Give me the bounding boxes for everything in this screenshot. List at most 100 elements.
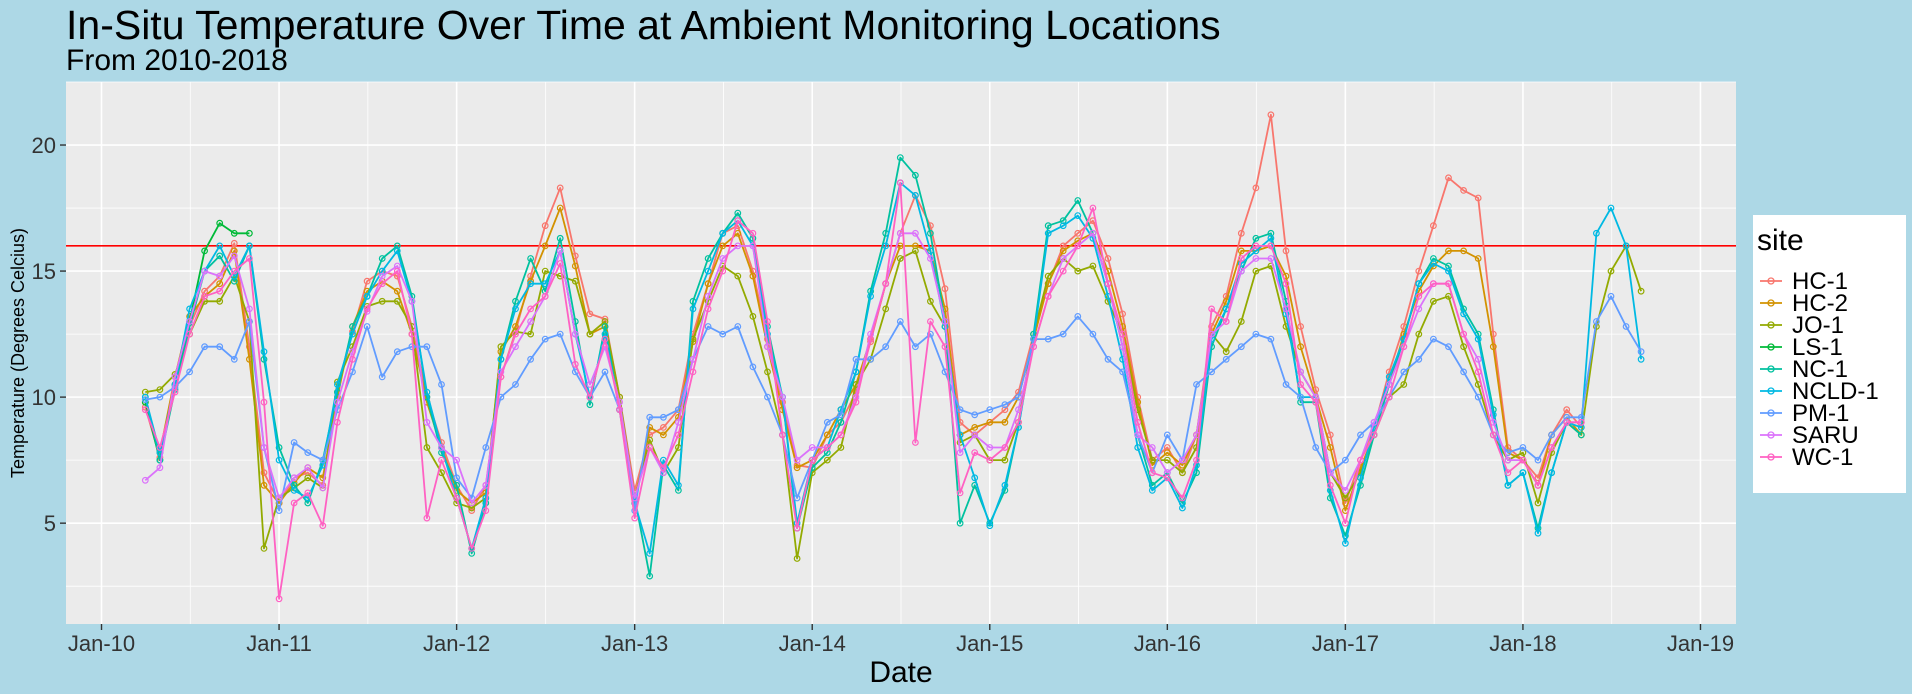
x-axis-label: Date: [869, 656, 932, 689]
data-point: [1637, 348, 1645, 356]
data-point: [260, 348, 268, 356]
data-point: [201, 247, 209, 255]
data-point: [927, 330, 934, 338]
data-point: [1415, 330, 1423, 338]
data-point: [1237, 255, 1245, 262]
data-point: [1208, 305, 1215, 313]
data-point: [1312, 444, 1320, 451]
data-point: [734, 229, 742, 237]
data-point: [571, 262, 579, 270]
data-point: [1489, 343, 1497, 351]
legend-key-point: [1767, 409, 1775, 417]
data-point: [1074, 212, 1082, 220]
data-point: [1267, 242, 1275, 250]
data-point: [1534, 481, 1542, 489]
data-point: [1030, 343, 1037, 351]
data-point: [245, 242, 253, 250]
x-tick-label: Jan-10: [68, 631, 135, 656]
data-point: [1326, 444, 1334, 451]
data-point: [896, 179, 904, 187]
data-point: [438, 381, 445, 388]
data-point: [956, 489, 964, 497]
data-point: [201, 267, 209, 275]
legend-item: LS-1: [1760, 334, 1843, 361]
data-point: [956, 449, 964, 457]
data-point: [1119, 368, 1126, 376]
data-point: [541, 222, 549, 230]
data-point: [1592, 229, 1600, 237]
series-line: [145, 295, 1642, 512]
data-point: [1474, 194, 1482, 202]
y-tick-label: 5: [44, 511, 56, 536]
data-point: [319, 522, 327, 530]
data-point: [186, 318, 194, 325]
data-point: [719, 242, 727, 250]
data-point: [1267, 255, 1275, 262]
data-point: [1237, 229, 1245, 237]
data-point: [378, 267, 386, 275]
data-point: [378, 373, 386, 381]
data-point: [1074, 197, 1082, 204]
data-point: [201, 292, 209, 300]
data-point: [927, 247, 934, 255]
data-point: [482, 444, 490, 451]
data-point: [1415, 280, 1423, 288]
data-point: [1178, 494, 1186, 502]
data-point: [1534, 456, 1542, 464]
data-point: [512, 297, 519, 305]
data-point: [941, 343, 949, 351]
data-point: [216, 219, 224, 227]
data-point: [571, 360, 579, 368]
chart-title: In-Situ Temperature Over Time at Ambient…: [66, 2, 1221, 48]
data-point: [941, 285, 949, 293]
data-point: [1474, 393, 1482, 401]
data-point: [408, 297, 416, 305]
x-tick-label: Jan-18: [1489, 631, 1556, 656]
data-point: [1460, 310, 1467, 318]
data-point: [541, 267, 549, 275]
data-point: [230, 247, 238, 255]
data-point: [275, 456, 283, 464]
legend-label: NC-1: [1792, 356, 1848, 383]
data-point: [1429, 335, 1437, 343]
data-point: [986, 418, 994, 426]
legend-key-point: [1767, 387, 1775, 395]
x-tick-label: Jan-16: [1134, 631, 1201, 656]
data-point: [453, 481, 461, 489]
data-point: [527, 255, 534, 262]
data-point: [749, 229, 757, 237]
data-point: [1267, 111, 1275, 119]
x-tick-label: Jan-12: [423, 631, 490, 656]
data-point: [1222, 318, 1230, 325]
data-point: [1563, 413, 1571, 421]
data-point: [986, 406, 994, 414]
data-point: [1563, 418, 1571, 426]
data-point: [1089, 229, 1097, 237]
data-point: [319, 456, 327, 464]
data-point: [453, 474, 461, 482]
data-point: [586, 310, 594, 318]
data-point: [912, 171, 919, 179]
data-point: [453, 456, 461, 464]
data-point: [1059, 255, 1067, 262]
data-point: [646, 424, 654, 431]
data-point: [704, 267, 712, 275]
data-point: [1074, 229, 1082, 237]
data-point: [1074, 313, 1082, 320]
data-point: [764, 330, 771, 338]
data-point: [986, 444, 994, 451]
data-point: [971, 431, 979, 439]
data-point: [349, 355, 356, 363]
data-point: [556, 247, 564, 255]
data-point: [482, 494, 490, 502]
data-point: [275, 507, 283, 515]
data-point: [734, 209, 742, 217]
data-point: [245, 229, 253, 237]
data-point: [837, 431, 845, 439]
data-point: [749, 363, 757, 371]
chart-subtitle: From 2010-2018: [66, 44, 288, 77]
data-point: [156, 464, 164, 472]
data-point: [1237, 247, 1245, 255]
major-gridlines: [66, 82, 1736, 624]
